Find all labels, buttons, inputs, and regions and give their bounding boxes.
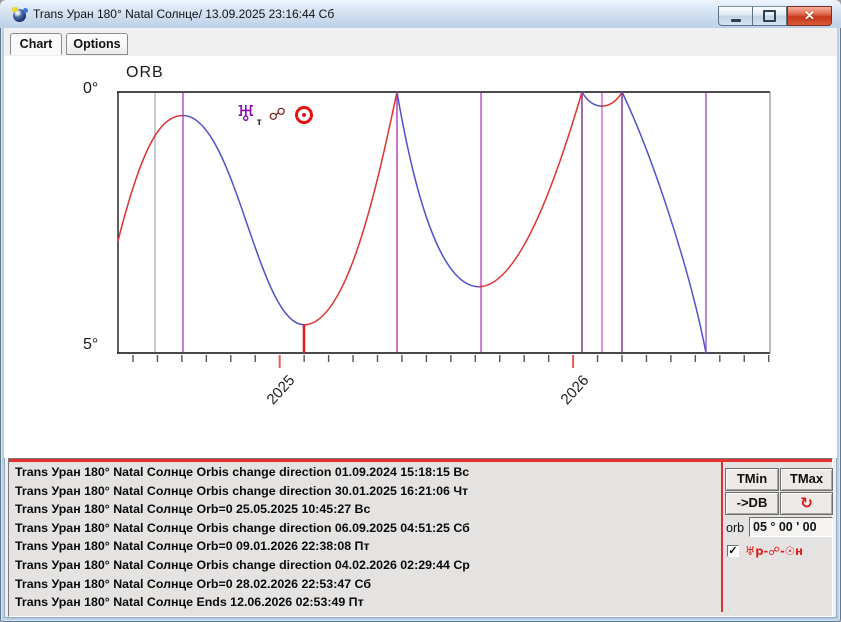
orb-value-field[interactable]: 05 ° 00 ' 00 bbox=[749, 517, 833, 537]
titlebar[interactable]: Trans Уран 180° Natal Солнце/ 13.09.2025… bbox=[0, 0, 841, 28]
minimize-icon bbox=[731, 19, 741, 22]
tab-options[interactable]: Options bbox=[66, 33, 128, 55]
aspect-checkbox-label: ♅p-☍-☉н bbox=[745, 544, 803, 558]
aspect-legend: ♅ т ☍ bbox=[236, 103, 313, 128]
window-title: Trans Уран 180° Natal Солнце/ 13.09.2025… bbox=[33, 0, 334, 28]
aspect-checkbox[interactable]: ✓ bbox=[727, 545, 739, 557]
close-button[interactable]: ✕ bbox=[787, 6, 832, 26]
close-icon: ✕ bbox=[804, 7, 815, 25]
maximize-icon bbox=[763, 10, 776, 22]
minimize-button[interactable] bbox=[718, 6, 752, 26]
opposition-icon: ☍ bbox=[269, 103, 286, 127]
tab-chart[interactable]: Chart bbox=[10, 33, 62, 55]
log-line: Trans Уран 180° Natal Солнце Orbis chang… bbox=[15, 519, 721, 538]
control-sidebar: TMin TMax ->DB ↻ orb 05 ° 00 ' 00 ✓ ♅p-☍… bbox=[725, 459, 832, 616]
log-line: Trans Уран 180° Natal Солнце Ends 12.06.… bbox=[15, 593, 721, 612]
tmin-button[interactable]: TMin bbox=[725, 468, 779, 491]
app-window: Trans Уран 180° Natal Солнце/ 13.09.2025… bbox=[0, 0, 841, 622]
sun-icon bbox=[295, 106, 313, 124]
tab-strip: Chart Options bbox=[4, 28, 837, 56]
to-db-button[interactable]: ->DB bbox=[725, 492, 779, 515]
app-globe-icon bbox=[12, 7, 28, 23]
log-line: Trans Уран 180° Natal Солнце Orb=0 09.01… bbox=[15, 537, 721, 556]
y-axis-label-5deg: 5° bbox=[83, 336, 98, 354]
red-vertical-divider bbox=[721, 459, 723, 612]
y-axis-label-0deg: 0° bbox=[83, 80, 98, 98]
orb-label: orb bbox=[726, 521, 744, 535]
aspect-toggle-row[interactable]: ✓ ♅p-☍-☉н bbox=[727, 543, 803, 559]
transit-subscript: т bbox=[257, 117, 262, 128]
chart-plot-background[interactable] bbox=[4, 56, 837, 458]
maximize-button[interactable] bbox=[752, 6, 787, 26]
log-line: Trans Уран 180° Natal Солнце Orbis chang… bbox=[15, 482, 721, 501]
uranus-transit-icon: ♅ bbox=[236, 103, 256, 127]
log-line: Trans Уран 180° Natal Солнце Orbis chang… bbox=[15, 556, 721, 575]
log-line: Trans Уран 180° Natal Солнце Orb=0 28.02… bbox=[15, 575, 721, 594]
event-log: Trans Уран 180° Natal Солнце Orbis chang… bbox=[11, 463, 721, 614]
log-line: Trans Уран 180° Natal Солнце Orbis chang… bbox=[15, 463, 721, 482]
refresh-icon: ↻ bbox=[800, 494, 813, 512]
log-line: Trans Уран 180° Natal Солнце Orb=0 25.05… bbox=[15, 500, 721, 519]
refresh-button[interactable]: ↻ bbox=[780, 492, 833, 515]
red-separator-line bbox=[9, 459, 832, 462]
bottom-panel: Trans Уран 180° Natal Солнце Orbis chang… bbox=[8, 458, 833, 617]
orb-axis-title: ORB bbox=[126, 64, 164, 82]
tmax-button[interactable]: TMax bbox=[780, 468, 833, 491]
